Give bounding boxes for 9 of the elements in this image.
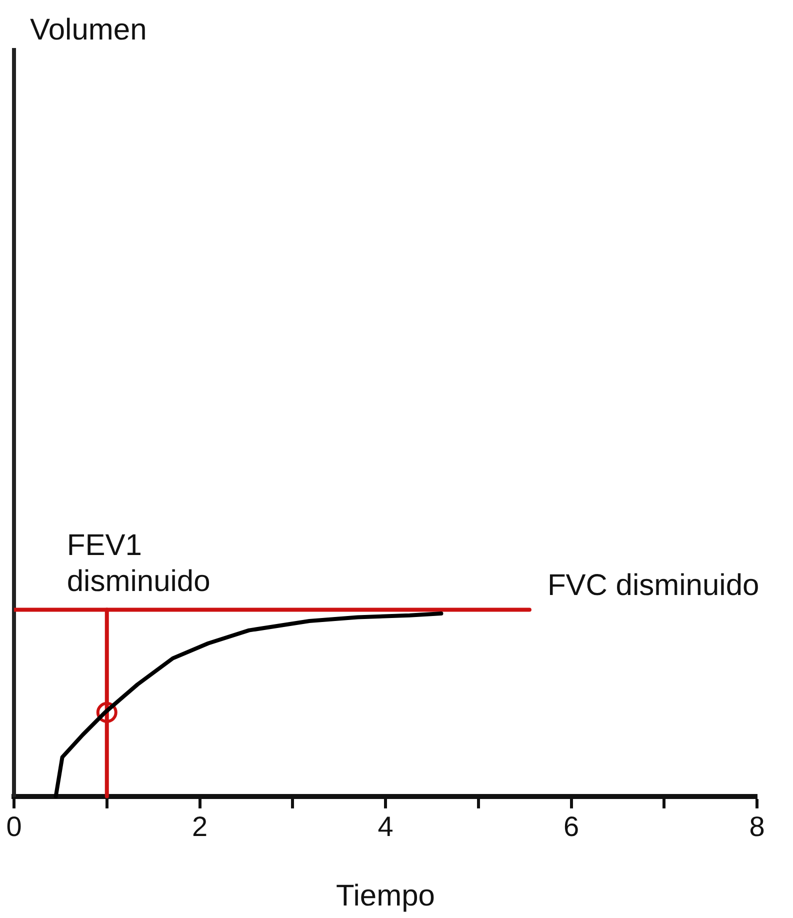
x-tick-label: 8 bbox=[749, 810, 765, 842]
x-tick-label: 4 bbox=[378, 810, 394, 842]
x-tick-label: 6 bbox=[563, 810, 580, 842]
series-label: FEV1 disminuido bbox=[66, 529, 210, 598]
series-label: FVC disminuido bbox=[547, 569, 760, 602]
x-tick-label: 0 bbox=[6, 810, 22, 842]
x-tick-label: 2 bbox=[192, 810, 208, 842]
x-axis-title: Tiempo bbox=[336, 879, 435, 912]
text: Volumen bbox=[30, 13, 147, 46]
